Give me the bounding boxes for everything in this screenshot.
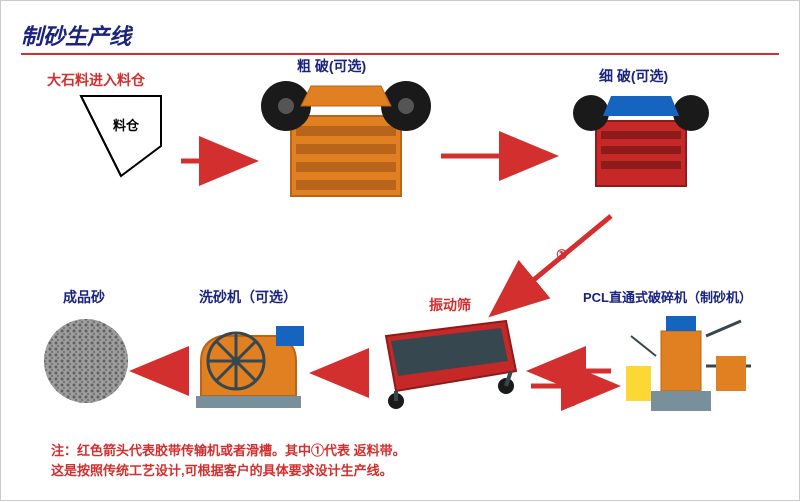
footer-note: 注：红色箭头代表胶带传输机或者滑槽。其中①代表 返料带。 这是按照传统工艺设计,… [51, 441, 406, 480]
note-line-2: 这是按照传统工艺设计,可根据客户的具体要求设计生产线。 [51, 461, 406, 481]
marker-1a: ① [556, 247, 568, 262]
marker-1b: ① [566, 394, 578, 409]
note-line-1: 注：红色箭头代表胶带传输机或者滑槽。其中①代表 返料带。 [51, 441, 406, 461]
flow-arrows: ① ① [1, 1, 800, 502]
